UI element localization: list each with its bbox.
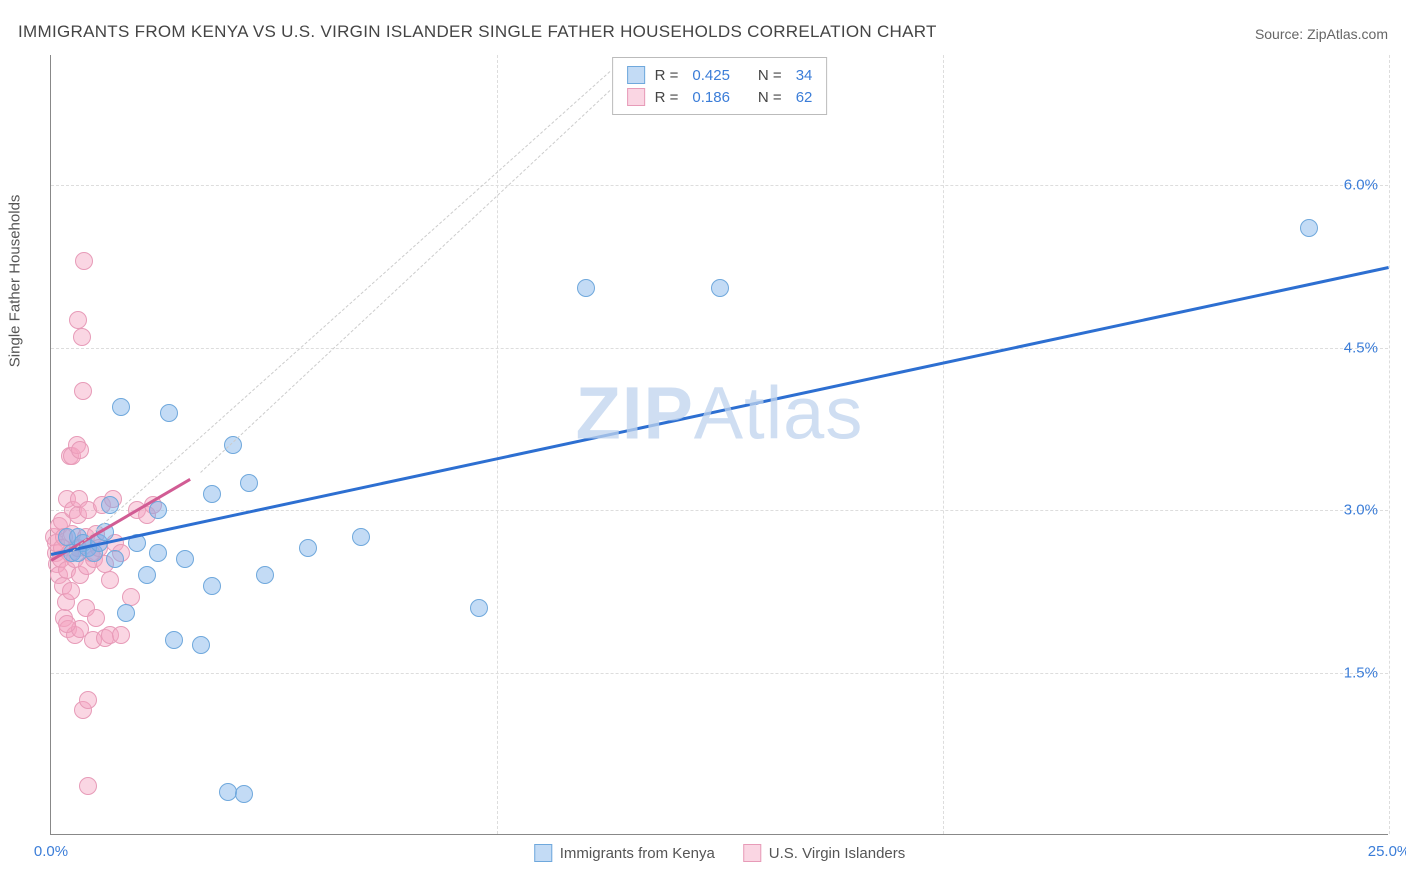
point-series-a [106,550,124,568]
point-series-b [69,311,87,329]
n-value-a: 34 [796,67,813,84]
source-link[interactable]: ZipAtlas.com [1307,26,1388,42]
r-label: R = [655,67,679,84]
y-tick-label: 1.5% [1344,664,1378,681]
y-tick-label: 3.0% [1344,502,1378,519]
r-value-a: 0.425 [692,67,730,84]
point-series-b [101,571,119,589]
series-a-name: Immigrants from Kenya [560,845,715,862]
point-series-a [160,404,178,422]
legend-row-b: R = 0.186 N = 62 [627,86,813,108]
point-series-a [112,398,130,416]
point-series-a [117,604,135,622]
legend-item-b: U.S. Virgin Islanders [743,844,905,862]
point-series-a [256,566,274,584]
swatch-series-a-icon [627,66,645,84]
point-series-a [192,636,210,654]
source-attribution: Source: ZipAtlas.com [1255,26,1388,42]
point-series-a [711,279,729,297]
n-label: N = [758,89,782,106]
point-series-a [470,599,488,617]
gridline-v [1389,55,1390,834]
y-tick-label: 4.5% [1344,339,1378,356]
point-series-a [352,528,370,546]
source-label: Source: [1255,26,1303,42]
x-tick-label: 0.0% [34,843,68,860]
r-value-b: 0.186 [692,89,730,106]
point-series-b [75,252,93,270]
gridline-v [943,55,944,834]
point-series-b [71,441,89,459]
point-series-b [62,582,80,600]
swatch-series-b-icon [743,844,761,862]
point-series-a [165,631,183,649]
chart-title: IMMIGRANTS FROM KENYA VS U.S. VIRGIN ISL… [18,22,937,42]
connector-line [201,90,611,473]
point-series-b [73,328,91,346]
gridline-h [51,348,1388,349]
gridline-h [51,185,1388,186]
r-label: R = [655,89,679,106]
point-series-a [149,544,167,562]
series-b-name: U.S. Virgin Islanders [769,845,905,862]
point-series-b [112,626,130,644]
x-tick-label: 25.0% [1368,843,1406,860]
correlation-legend: R = 0.425 N = 34 R = 0.186 N = 62 [612,57,828,115]
y-tick-label: 6.0% [1344,177,1378,194]
point-series-b [87,609,105,627]
point-series-a [176,550,194,568]
n-label: N = [758,67,782,84]
legend-item-a: Immigrants from Kenya [534,844,715,862]
swatch-series-a-icon [534,844,552,862]
point-series-b [79,691,97,709]
point-series-a [203,577,221,595]
point-series-a [224,436,242,454]
series-legend: Immigrants from Kenya U.S. Virgin Island… [534,844,906,862]
y-axis-title: Single Father Households [7,194,24,367]
n-value-b: 62 [796,89,813,106]
trendline-series-a [51,266,1390,556]
legend-row-a: R = 0.425 N = 34 [627,64,813,86]
point-series-a [1300,219,1318,237]
watermark: ZIPAtlas [576,371,864,456]
point-series-a [149,501,167,519]
point-series-b [58,615,76,633]
swatch-series-b-icon [627,88,645,106]
point-series-a [240,474,258,492]
point-series-b [74,382,92,400]
point-series-a [235,785,253,803]
gridline-h [51,673,1388,674]
point-series-a [299,539,317,557]
point-series-a [203,485,221,503]
point-series-a [138,566,156,584]
plot-area: ZIPAtlas Single Father Households R = 0.… [50,55,1388,835]
connector-line [69,71,610,554]
point-series-a [577,279,595,297]
point-series-b [79,777,97,795]
